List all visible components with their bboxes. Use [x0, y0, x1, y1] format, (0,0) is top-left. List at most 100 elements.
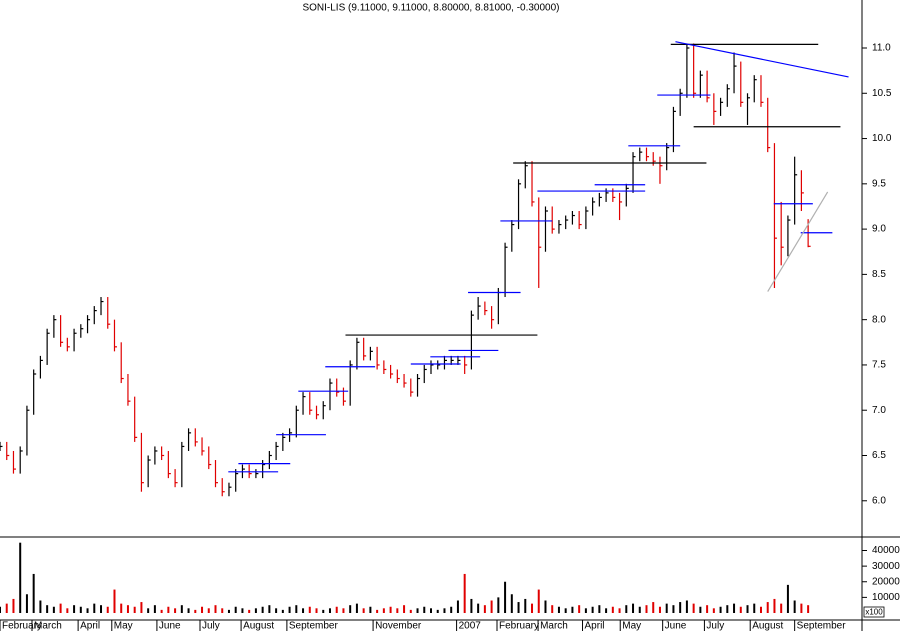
volume-bar [167, 606, 170, 613]
volume-bar [739, 606, 742, 613]
volume-bar [450, 606, 453, 613]
x-tick-label: July [202, 621, 220, 631]
volume-bar [699, 606, 702, 613]
volume-bar [584, 608, 587, 613]
volume-bar [46, 605, 49, 613]
volume-bar [409, 609, 412, 613]
volume-bar [248, 609, 251, 613]
volume-bar [369, 606, 372, 613]
volume-bar [733, 603, 736, 613]
volume-bar [591, 606, 594, 613]
volume-bar [517, 602, 520, 613]
volume-bar [308, 606, 311, 613]
volume-bar [510, 594, 513, 613]
volume-bar [100, 605, 103, 613]
y-tick-label: 7.5 [872, 360, 886, 371]
volume-bar [652, 602, 655, 613]
volume-bar [79, 606, 82, 613]
volume-bar [443, 608, 446, 613]
volume-bar [147, 608, 150, 613]
volume-bar [430, 608, 432, 613]
trendline [767, 191, 829, 292]
volume-bar [773, 598, 776, 613]
volume-bar [5, 603, 8, 613]
volume-bar [335, 606, 338, 613]
volume-bar [786, 584, 789, 613]
volume-bar [605, 608, 608, 613]
x-tick-label: February [499, 621, 539, 631]
volume-bar [625, 605, 628, 613]
volume-bar [645, 605, 648, 613]
x-tick-label: August [243, 621, 274, 631]
volume-bar [477, 603, 480, 613]
volume-bar [0, 606, 1, 613]
volume-bar [268, 605, 271, 613]
volume-bar [578, 605, 581, 613]
x-tick-label: June [665, 621, 687, 631]
volume-bar [221, 608, 224, 613]
volume-bar [679, 602, 682, 613]
volume-bar [685, 600, 688, 613]
volume-bar [153, 605, 156, 613]
unit-box [863, 606, 885, 618]
y-tick-label: 11.0 [872, 43, 891, 54]
volume-bar [436, 609, 439, 613]
volume-bar [504, 581, 507, 613]
volume-bar [362, 608, 365, 613]
volume-bar [302, 608, 305, 613]
volume-bar [214, 605, 217, 613]
trendline [675, 41, 849, 78]
volume-bar [571, 606, 574, 613]
volume-bar [719, 606, 722, 613]
volume-bar [403, 605, 406, 613]
volume-bar [261, 606, 264, 613]
volume-bar [780, 603, 783, 613]
volume-bar [793, 600, 796, 613]
volume-bar [746, 605, 749, 613]
y-tick-label: 9.0 [872, 224, 886, 235]
volume-bar [753, 603, 756, 613]
volume-bar [490, 600, 493, 613]
volume-bar [557, 606, 560, 613]
volume-bar [160, 609, 163, 613]
volume-bar [19, 542, 22, 613]
x-tick-label: April [585, 621, 605, 631]
volume-bar [423, 606, 426, 613]
x-tick-label: March [540, 621, 568, 631]
volume-bar [120, 603, 123, 613]
volume-bar [483, 605, 486, 613]
volume-bar [194, 609, 197, 613]
volume-bar [328, 608, 331, 613]
volume-bar [598, 605, 601, 613]
volume-bar [126, 605, 129, 613]
volume-bar [288, 606, 291, 613]
volume-bar [638, 606, 641, 613]
volume-bar [140, 602, 143, 613]
volume-bar [463, 573, 466, 613]
volume-bar [618, 608, 621, 613]
volume-bar [275, 608, 278, 613]
volume-bar [86, 608, 89, 613]
volume-bar [281, 609, 284, 613]
volume-bar [174, 608, 177, 613]
y-tick-label: 8.5 [872, 269, 886, 280]
y-tick-label: 10000 [872, 592, 900, 603]
volume-bar [349, 605, 352, 613]
volume-bar [315, 608, 318, 613]
volume-bar [497, 597, 500, 613]
volume-bar [12, 598, 15, 613]
x-tick-label: November [375, 621, 422, 631]
volume-bar [342, 608, 345, 613]
volume-bar [52, 606, 55, 613]
y-tick-label: 10.5 [872, 88, 892, 99]
chart-title: SONI-LIS (9.11000, 9.11000, 8.80000, 8.8… [302, 3, 559, 14]
volume-bar [524, 598, 527, 613]
volume-bar [692, 603, 695, 613]
volume-bar [416, 608, 419, 613]
volume-bar [766, 602, 769, 613]
x-tick-label: February [2, 621, 42, 631]
x-tick-label: June [159, 621, 181, 631]
x-tick-label: May [622, 621, 641, 631]
